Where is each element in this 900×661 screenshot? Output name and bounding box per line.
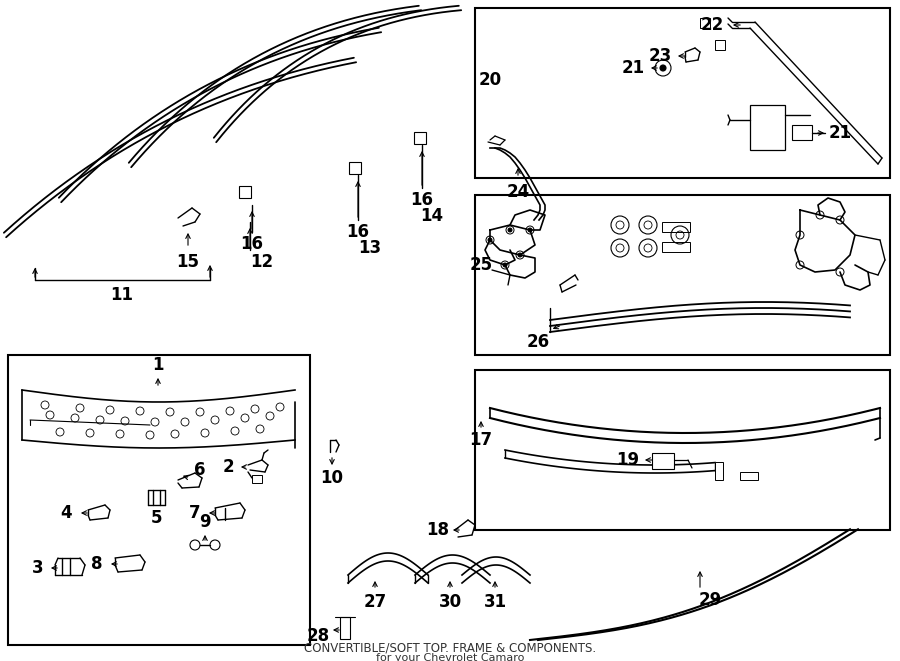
Text: for your Chevrolet Camaro: for your Chevrolet Camaro [376, 653, 524, 661]
Text: 21: 21 [828, 124, 851, 142]
Text: 17: 17 [470, 431, 492, 449]
Bar [662, 222, 690, 232]
Text: 29: 29 [698, 591, 722, 609]
Bar [715, 40, 725, 50]
Text: 24: 24 [507, 183, 529, 201]
Text: 12: 12 [250, 253, 274, 271]
Text: 18: 18 [427, 521, 449, 539]
Bar [652, 453, 674, 469]
Text: 31: 31 [483, 593, 507, 611]
Circle shape [488, 238, 492, 242]
Text: 7: 7 [189, 504, 201, 522]
Bar [239, 186, 251, 198]
Bar [475, 195, 890, 355]
Text: 22: 22 [700, 16, 724, 34]
Text: 15: 15 [176, 253, 200, 271]
Bar [715, 462, 723, 480]
Text: 5: 5 [151, 509, 163, 527]
Text: 26: 26 [526, 333, 550, 351]
Text: 25: 25 [470, 256, 492, 274]
Text: 23: 23 [648, 47, 671, 65]
Text: 16: 16 [240, 235, 264, 253]
Circle shape [528, 228, 532, 232]
Text: 20: 20 [479, 71, 501, 89]
Bar [475, 8, 890, 178]
Circle shape [503, 263, 507, 267]
Text: 13: 13 [358, 239, 382, 257]
Bar [8, 355, 310, 645]
Bar [662, 242, 690, 252]
Text: 2: 2 [222, 458, 234, 476]
Bar [340, 617, 350, 639]
Text: 1: 1 [152, 356, 164, 374]
Text: 16: 16 [410, 191, 434, 209]
Bar [349, 162, 361, 174]
Text: 4: 4 [60, 504, 72, 522]
Circle shape [660, 65, 666, 71]
Circle shape [518, 253, 522, 257]
Text: 19: 19 [616, 451, 640, 469]
Bar [740, 472, 758, 480]
Text: 27: 27 [364, 593, 387, 611]
Text: 16: 16 [346, 223, 370, 241]
Circle shape [508, 228, 512, 232]
Bar [414, 132, 426, 144]
Text: 14: 14 [420, 207, 444, 225]
Text: 11: 11 [111, 286, 133, 304]
Text: 6: 6 [194, 461, 206, 479]
Text: 9: 9 [199, 513, 211, 531]
Bar [475, 370, 890, 530]
Bar [792, 125, 812, 140]
Bar [252, 475, 262, 483]
Text: 10: 10 [320, 469, 344, 487]
Text: 28: 28 [306, 627, 329, 645]
Text: 21: 21 [621, 59, 644, 77]
Bar [700, 18, 710, 28]
Bar [750, 105, 785, 150]
Text: 3: 3 [32, 559, 44, 577]
Text: CONVERTIBLE/SOFT TOP. FRAME & COMPONENTS.: CONVERTIBLE/SOFT TOP. FRAME & COMPONENTS… [304, 641, 596, 654]
Text: 8: 8 [91, 555, 103, 573]
Text: 30: 30 [438, 593, 462, 611]
